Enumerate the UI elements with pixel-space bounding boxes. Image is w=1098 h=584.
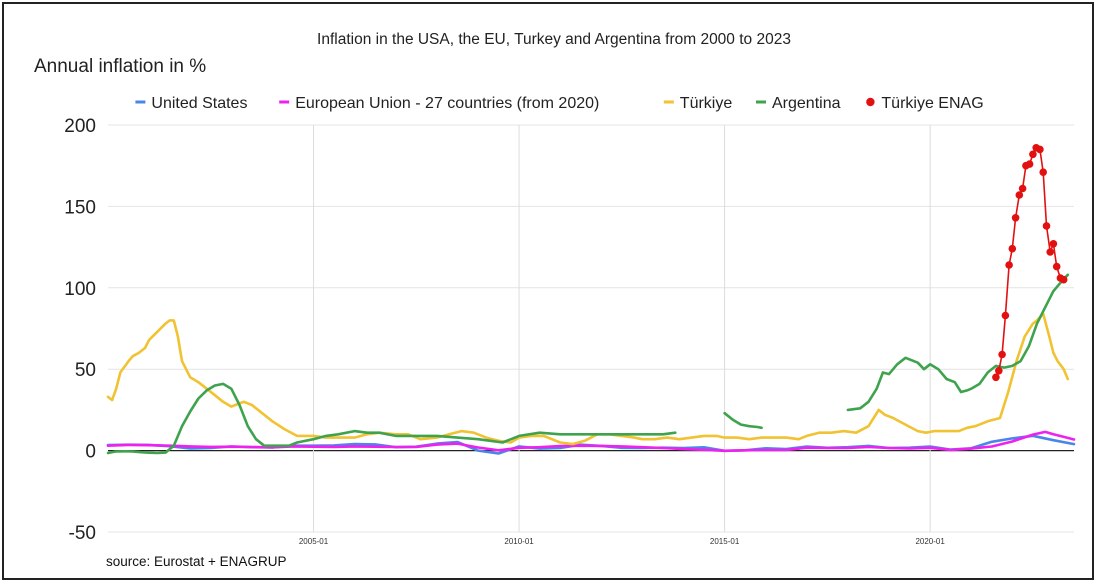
data-point: [992, 373, 1000, 382]
series-line: [723, 411, 763, 430]
data-point: [1049, 240, 1058, 248]
grid: [108, 124, 1074, 533]
y-tick-label: 100: [64, 279, 96, 300]
legend-item-1: European Union - 27 countries (from 2020…: [279, 95, 599, 112]
legend-item-0: United States: [135, 95, 247, 112]
data-point: [1015, 191, 1024, 199]
legend-marker: [866, 97, 875, 107]
legend-label: Türkiye ENAG: [881, 95, 983, 112]
legend-label: Türkiye: [680, 95, 733, 112]
data-point: [1008, 244, 1017, 253]
x-tick-label: 2010-01: [504, 537, 534, 546]
chart-title: Inflation in the USA, the EU, Turkey and…: [317, 31, 791, 48]
legend-item-4: Türkiye ENAG: [866, 95, 984, 112]
data-point: [1018, 184, 1027, 193]
series-line: [106, 430, 1076, 453]
data-point: [1042, 222, 1051, 230]
data-point: [1029, 150, 1037, 159]
series-3: [106, 273, 1070, 455]
y-axis-label: Annual inflation in %: [34, 56, 206, 77]
data-point: [1001, 311, 1010, 320]
plot-area: [106, 144, 1076, 455]
y-ticks: -50 0 50 100 150 200: [64, 116, 96, 544]
y-tick-label: -50: [69, 523, 96, 544]
data-point: [1059, 275, 1068, 284]
data-point: [1039, 168, 1047, 176]
x-ticks: 2005-01 2010-01 2015-01 2020-01: [299, 537, 946, 546]
legend-label: European Union - 27 countries (from 2020…: [295, 95, 599, 112]
legend-item-2: Türkiye: [663, 95, 733, 112]
x-tick-label: 2015-01: [710, 537, 740, 546]
legend-item-3: Argentina: [756, 95, 841, 112]
data-point: [1025, 160, 1034, 168]
data-point: [1036, 145, 1044, 154]
legend-label: United States: [151, 95, 247, 112]
series-line: [846, 273, 1070, 412]
data-point: [1046, 248, 1054, 256]
data-point: [1052, 262, 1061, 271]
series-4: [992, 144, 1068, 382]
data-point: [995, 367, 1003, 375]
series-line: [106, 382, 677, 455]
source-note: source: Eurostat + ENAGRUP: [106, 554, 286, 569]
data-point: [998, 350, 1006, 359]
data-point: [1005, 261, 1013, 269]
x-tick-label: 2020-01: [915, 537, 945, 546]
y-tick-label: 200: [64, 116, 96, 137]
legend-label: Argentina: [772, 95, 841, 112]
y-tick-label: 150: [64, 197, 96, 218]
y-tick-label: 50: [75, 360, 96, 381]
series-line: [106, 312, 1070, 446]
series-2: [106, 312, 1070, 446]
x-tick-label: 2005-01: [299, 537, 329, 546]
data-point: [1011, 214, 1020, 222]
y-tick-label: 0: [85, 442, 96, 463]
series-1: [106, 430, 1076, 453]
legend: United States European Union - 27 countri…: [135, 95, 984, 112]
